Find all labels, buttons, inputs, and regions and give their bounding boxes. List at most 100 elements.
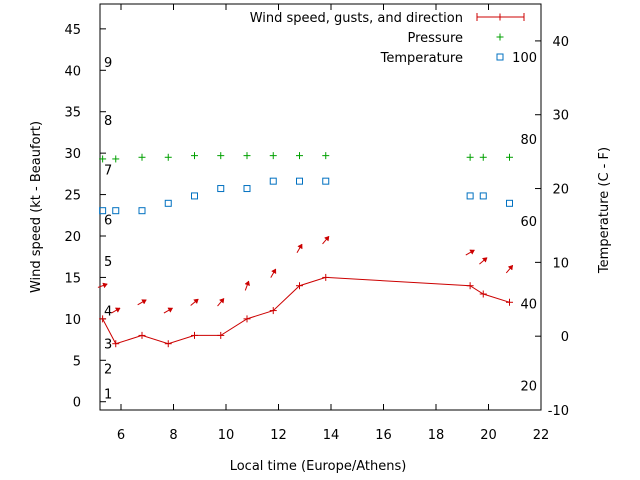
pressure-point: [506, 153, 513, 161]
pressure-point: [191, 152, 198, 160]
x-tick-label: 20: [480, 428, 497, 443]
x-tick-label: 12: [270, 428, 287, 443]
gust-arrow: [479, 257, 488, 265]
y-right-tick-label: -10: [548, 404, 569, 419]
pressure-point: [164, 153, 172, 161]
gust-arrows: [97, 235, 514, 314]
x-axis-label: Local time (Europe/Athens): [230, 459, 407, 474]
pressure-point: [479, 153, 487, 161]
y-axis-right-label: Temperature (C - F): [597, 147, 612, 274]
beaufort-label: 9: [104, 56, 112, 71]
temperature-point: [99, 207, 107, 215]
pressure-point: [99, 155, 107, 163]
y-left-tick-label: 20: [64, 230, 81, 245]
temperature-point: [479, 192, 487, 200]
y-left-tick-label: 10: [64, 313, 81, 328]
x-axis: 6 8 10 12 14 16 18 20 22: [117, 4, 549, 443]
wind-speed-point: [138, 331, 146, 339]
y-axis-left-label: Wind speed (kt - Beaufort): [29, 121, 44, 293]
beaufort-label: 5: [104, 255, 112, 270]
fahrenheit-label: 20: [520, 380, 537, 395]
wind-speed-point: [99, 315, 107, 323]
wind-speed-point: [112, 340, 120, 348]
pressure-point: [322, 152, 330, 160]
fahrenheit-label: 100: [512, 51, 537, 66]
y-right-tick-label: 0: [561, 330, 569, 345]
pressure-point: [269, 152, 277, 160]
gust-arrow: [505, 264, 514, 274]
legend: Wind speed, gusts, and direction Pressur…: [250, 11, 525, 66]
legend-pressure-point: [496, 33, 504, 41]
temperature-point: [112, 207, 120, 215]
fahrenheit-label: 80: [520, 133, 537, 148]
y-left-tick-label: 25: [64, 189, 81, 204]
wind-speed-point: [296, 282, 303, 290]
temperature-point: [243, 185, 251, 193]
beaufort-label: 8: [104, 114, 112, 129]
legend-label-temperature: Temperature: [380, 51, 463, 66]
legend-label-pressure: Pressure: [407, 31, 463, 46]
legend-temperature-point: [496, 53, 504, 61]
x-tick-label: 6: [117, 428, 125, 443]
wind-speed-point: [217, 331, 225, 339]
gust-arrow: [163, 307, 173, 314]
gust-arrow: [111, 307, 121, 314]
gust-arrow: [270, 268, 277, 278]
legend-label-wind: Wind speed, gusts, and direction: [250, 11, 463, 26]
gust-arrow: [190, 298, 199, 306]
temperature-point: [269, 177, 277, 185]
fahrenheit-scale: 20 40 60 80 100: [512, 51, 537, 394]
series-layer: [99, 152, 513, 348]
wind-speed-point: [322, 273, 330, 281]
y-left-tick-label: 0: [73, 396, 81, 411]
pressure-point: [296, 152, 303, 160]
pressure-point: [138, 153, 146, 161]
beaufort-label: 4: [104, 305, 112, 320]
wind-speed-point: [269, 307, 277, 315]
fahrenheit-label: 40: [520, 298, 537, 313]
beaufort-label: 7: [104, 164, 112, 179]
gust-arrow: [137, 299, 147, 306]
y-axis-left: 0 5 10 15 20 25 30 35 40 45: [64, 23, 106, 411]
wind-speed-point: [479, 290, 487, 298]
y-left-tick-label: 5: [73, 354, 81, 369]
gust-arrow: [217, 298, 225, 307]
wind-speed-point: [191, 331, 198, 339]
gust-arrow: [244, 280, 251, 291]
y-left-tick-label: 30: [64, 147, 81, 162]
y-axis-right: -10 0 10 20 30 40: [535, 35, 569, 419]
wind-speed-point: [164, 340, 172, 348]
legend-wind-point: [496, 13, 504, 21]
beaufort-label: 2: [104, 363, 112, 378]
beaufort-scale: 1 2 3 4 5 6 7 8 9: [104, 56, 112, 402]
beaufort-label: 6: [104, 213, 112, 228]
wind-speed-point: [506, 298, 513, 306]
x-tick-label: 10: [218, 428, 235, 443]
pressure-point: [243, 152, 251, 160]
y-left-tick-label: 45: [64, 23, 81, 38]
wind-speed-point: [466, 282, 474, 290]
temperature-point: [164, 199, 172, 207]
temperature-point: [506, 199, 513, 207]
wind-speed-line: [102, 276, 510, 345]
y-right-tick-label: 40: [552, 35, 569, 50]
beaufort-label: 1: [104, 387, 112, 402]
x-tick-label: 22: [533, 428, 550, 443]
x-tick-label: 16: [375, 428, 392, 443]
wind-speed-point: [243, 315, 251, 323]
gust-arrow: [97, 282, 108, 289]
legend-marker-pressure: [496, 33, 504, 41]
pressure-point: [466, 153, 474, 161]
y-right-tick-label: 30: [552, 109, 569, 124]
plot-area: [99, 3, 542, 411]
y-right-tick-label: 20: [552, 183, 569, 198]
y-right-tick-label: 10: [552, 256, 569, 271]
x-tick-label: 18: [428, 428, 445, 443]
temperature-point: [191, 192, 198, 200]
pressure-point: [112, 155, 120, 163]
legend-marker-wind: [476, 13, 525, 21]
legend-marker-temperature: [496, 53, 504, 61]
temperature-point: [217, 185, 225, 193]
y-left-tick-label: 35: [64, 106, 81, 121]
